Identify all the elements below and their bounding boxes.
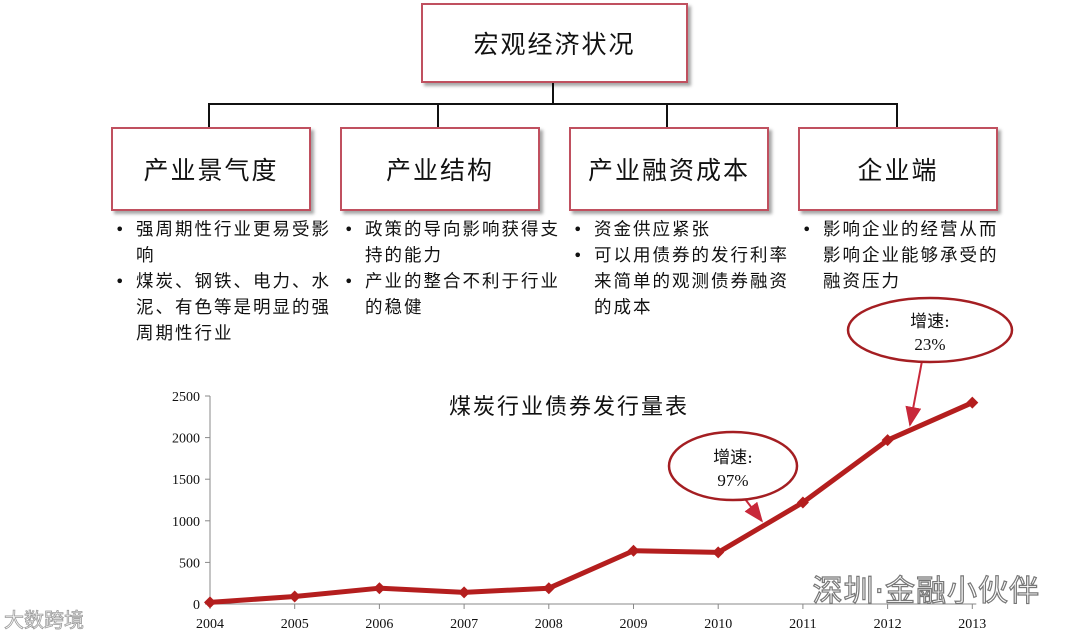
x-tick-label: 2007 <box>450 617 478 632</box>
data-point <box>373 582 386 595</box>
x-tick-label: 2006 <box>365 617 393 632</box>
callout-arrow <box>905 361 923 427</box>
bullet-item: 强周期性行业更易受影响 <box>114 217 334 269</box>
y-axis-ticks: 0 500 1000 1500 2000 2500 <box>172 390 210 613</box>
y-tick-label: 500 <box>179 556 200 571</box>
y-tick-label: 0 <box>193 598 200 613</box>
data-point <box>542 582 555 595</box>
callout-label: 增速: <box>910 312 950 332</box>
growth-callouts: 增速: 97% 增速: 23% <box>667 296 1014 523</box>
bullet-list-financing-cost: 资金供应紧张 可以用债券的发行利率来简单的观测债券融资的成本 <box>572 217 792 321</box>
macro-economy-label: 宏观经济状况 <box>473 30 636 59</box>
bullet-item: 产业的整合不利于行业的稳健 <box>343 269 563 321</box>
bullet-item: 可以用债券的发行利率来简单的观测债券融资的成本 <box>572 243 792 321</box>
bullet-item: 影响企业的经营从而影响企业能够承受的融资压力 <box>801 217 1011 295</box>
x-tick-label: 2010 <box>704 617 732 632</box>
callout-label: 增速: <box>713 448 753 468</box>
callout-ellipse <box>846 296 1014 364</box>
y-tick-label: 1000 <box>172 515 200 530</box>
data-point <box>881 434 894 447</box>
data-point <box>712 546 725 559</box>
y-tick-label: 2000 <box>172 432 200 447</box>
category-box-financing-cost: 产业融资成本 <box>569 127 769 211</box>
chart-axes <box>209 396 977 605</box>
y-tick-label: 2500 <box>172 390 200 405</box>
data-point <box>204 596 216 609</box>
category-label: 产业融资成本 <box>587 156 750 185</box>
x-axis-ticks: 2004 2005 2006 2007 2008 2009 2010 2011 2012 2013 <box>196 604 986 632</box>
callout-value: 23% <box>914 335 945 354</box>
data-point <box>458 586 471 599</box>
x-tick-label: 2008 <box>535 617 563 632</box>
data-point <box>288 590 301 603</box>
x-tick-label: 2013 <box>958 617 986 632</box>
callout-ellipse <box>667 430 799 502</box>
macro-economy-box: 宏观经济状况 <box>421 3 688 83</box>
data-point <box>966 396 979 409</box>
bullet-item: 资金供应紧张 <box>572 217 792 243</box>
bullet-list-industry-climate: 强周期性行业更易受影响 煤炭、钢铁、电力、水泥、有色等是明显的强周期性行业 <box>114 217 334 347</box>
watermark-right: 深圳·金融小伙伴 <box>812 573 1040 609</box>
chart-title: 煤炭行业债券发行量表 <box>449 395 689 420</box>
callout-arrow <box>744 499 763 523</box>
callout-value: 97% <box>717 471 748 490</box>
bullet-list-enterprise: 影响企业的经营从而影响企业能够承受的融资压力 <box>801 217 1011 295</box>
bullet-item: 政策的导向影响获得支持的能力 <box>343 217 563 269</box>
category-label: 企业端 <box>857 156 939 185</box>
category-box-industry-climate: 产业景气度 <box>111 127 311 211</box>
bullet-item: 煤炭、钢铁、电力、水泥、有色等是明显的强周期性行业 <box>114 269 334 347</box>
series-line-group <box>204 396 979 609</box>
data-point <box>796 496 809 509</box>
series-line <box>209 400 974 605</box>
category-box-industry-structure: 产业结构 <box>340 127 540 211</box>
x-tick-label: 2011 <box>789 617 816 632</box>
data-point <box>627 544 640 557</box>
x-tick-label: 2012 <box>874 617 902 632</box>
x-tick-label: 2005 <box>281 617 309 632</box>
watermark-left: 大数跨境 <box>4 608 85 633</box>
bullet-list-industry-structure: 政策的导向影响获得支持的能力 产业的整合不利于行业的稳健 <box>343 217 563 321</box>
category-label: 产业结构 <box>385 156 494 185</box>
x-tick-label: 2004 <box>196 617 224 632</box>
category-box-enterprise: 企业端 <box>798 127 998 211</box>
y-tick-label: 1500 <box>172 473 200 488</box>
x-tick-label: 2009 <box>620 617 648 632</box>
category-label: 产业景气度 <box>143 156 279 185</box>
